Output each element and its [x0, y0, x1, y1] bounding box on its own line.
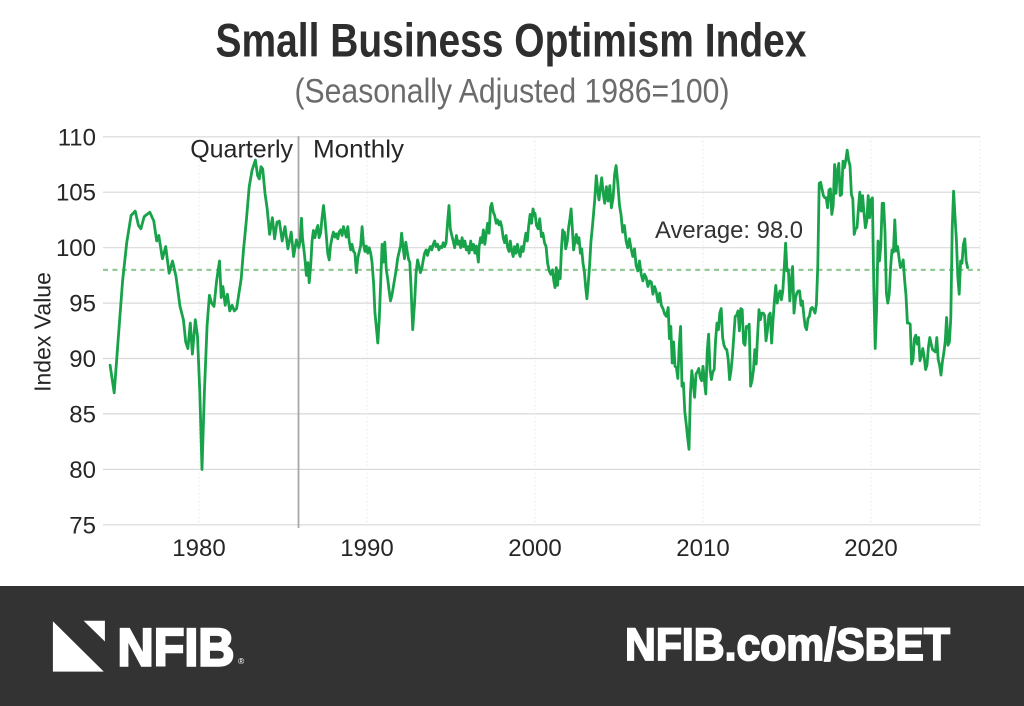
svg-text:Average: 98.0: Average: 98.0	[655, 217, 803, 244]
svg-text:105: 105	[56, 180, 96, 207]
svg-text:90: 90	[69, 346, 96, 373]
svg-text:Monthly: Monthly	[313, 136, 405, 164]
svg-text:®: ®	[238, 656, 245, 666]
svg-text:1980: 1980	[172, 535, 225, 562]
svg-text:80: 80	[69, 457, 96, 484]
svg-text:2020: 2020	[844, 535, 897, 562]
svg-text:110: 110	[58, 124, 96, 151]
svg-text:2000: 2000	[508, 535, 561, 562]
svg-text:NFIB.com/SBET: NFIB.com/SBET	[625, 619, 950, 670]
svg-text:Small Business Optimism Index: Small Business Optimism Index	[216, 14, 807, 67]
svg-text:95: 95	[69, 291, 96, 318]
svg-text:(Seasonally Adjusted 1986=100): (Seasonally Adjusted 1986=100)	[295, 73, 730, 111]
svg-text:NFIB: NFIB	[118, 619, 235, 678]
svg-text:85: 85	[69, 401, 96, 428]
svg-text:1990: 1990	[340, 535, 393, 562]
svg-text:100: 100	[56, 235, 96, 262]
svg-text:2010: 2010	[676, 535, 729, 562]
svg-text:75: 75	[69, 512, 96, 539]
svg-text:Index Value: Index Value	[30, 272, 56, 392]
svg-text:Quarterly: Quarterly	[190, 136, 293, 164]
